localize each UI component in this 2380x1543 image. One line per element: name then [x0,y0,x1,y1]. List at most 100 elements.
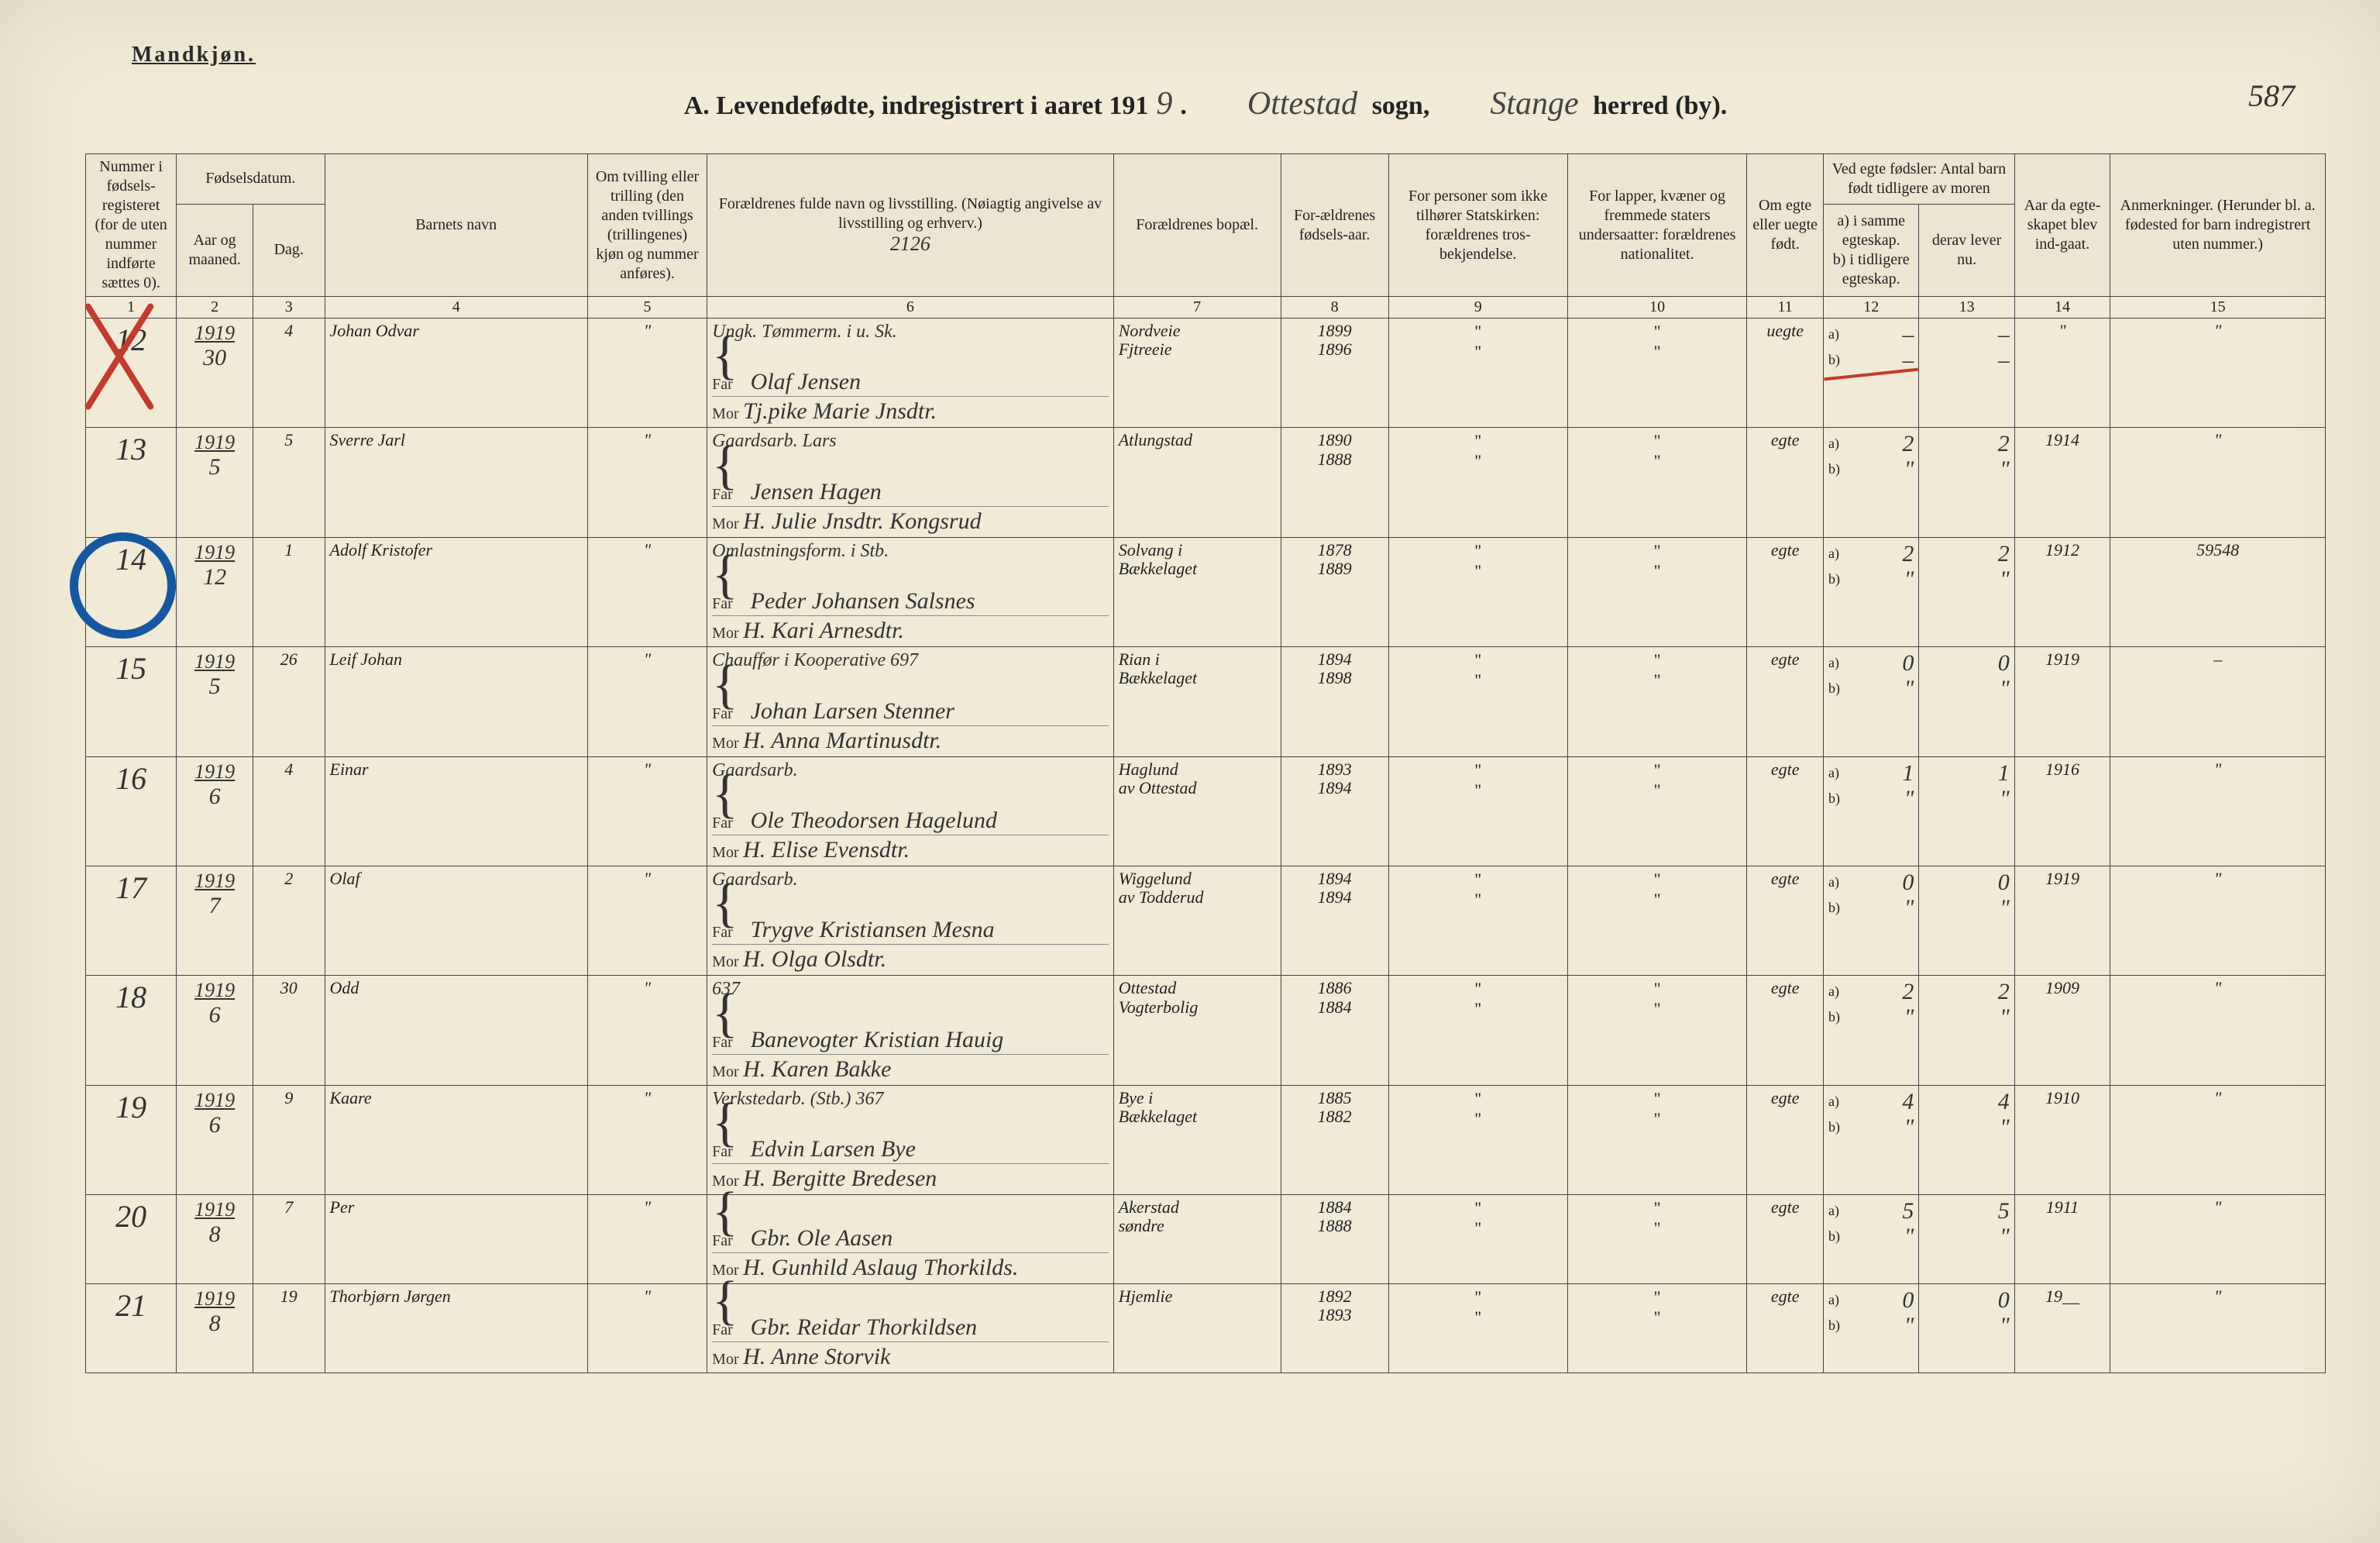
title-year: 9 [1148,86,1180,122]
col-header-10: For lapper, kvæner og fremmede staters u… [1567,154,1746,297]
cell-year-month: 1919 6 [177,1085,253,1194]
cell-parents: Chauffør i Kooperative 697 { Far Johan L… [707,647,1114,756]
cell-name: Per [325,1195,587,1284]
cell-egte: egte [1747,428,1824,537]
colnum: 14 [2014,297,2110,319]
cell-parents: { Far Gbr. Ole Aasen Mor H. Gunhild Asla… [707,1195,1114,1284]
cell-egte: egte [1747,976,1824,1085]
cell-num: 16 [86,756,177,866]
cell-year-month: 1919 12 [177,537,253,646]
cell-living: 2 " [1919,537,2014,646]
cell-egte: egte [1747,1284,1824,1373]
cell-day: 2 [253,866,325,975]
col-header-15: Anmerkninger. (Herunder bl. a. fødested … [2110,154,2326,297]
cell-parents: Ungk. Tømmerm. i u. Sk. { Far Olaf Jense… [707,319,1114,428]
cell-remarks: " [2110,976,2326,1085]
cell-marriage-year: 1919 [2014,647,2110,756]
col-header-4: Barnets navn [325,154,587,297]
title-prefix: A. Levendefødte, indregistrert i aaret 1… [684,91,1149,120]
cell-egte: egte [1747,1195,1824,1284]
cell-bopel: Haglundav Ottestad [1113,756,1281,866]
cell-nationality: "" [1567,319,1746,428]
cell-nationality: "" [1567,866,1746,975]
cell-birthyear: 18991896 [1281,319,1388,428]
cell-parents: 637 { Far Banevogter Kristian Hauig Mor … [707,976,1114,1085]
table-row: 19 1919 6 9 Kaare " Verkstedarb. (Stb.) … [86,1085,2326,1194]
colnum: 12 [1824,297,1919,319]
sogn-value: Ottestad [1240,86,1365,122]
herred-value: Stange [1482,86,1586,122]
colnum: 3 [253,297,325,319]
colnum: 2 [177,297,253,319]
cell-parents: Gaardsarb. { Far Ole Theodorsen Hagelund… [707,756,1114,866]
cell-name: Adolf Kristofer [325,537,587,646]
cell-parents: { Far Gbr. Reidar Thorkildsen Mor H. Ann… [707,1284,1114,1373]
cell-remarks: " [2110,866,2326,975]
register-table: Nummer i fødsels-registeret (for de uten… [85,153,2326,1373]
cell-twin: " [587,537,707,646]
cell-marriage-year: 19__ [2014,1284,2110,1373]
cell-religion: "" [1388,976,1567,1085]
cell-remarks: " [2110,319,2326,428]
cell-year-month: 1919 6 [177,756,253,866]
cell-remarks: " [2110,428,2326,537]
cell-bopel: Bye iBækkelaget [1113,1085,1281,1194]
cell-living: 2 " [1919,428,2014,537]
col-header-5: Om tvilling eller trilling (den anden tv… [587,154,707,297]
cell-name: Leif Johan [325,647,587,756]
cell-religion: "" [1388,756,1567,866]
cell-religion: "" [1388,537,1567,646]
cell-day: 1 [253,537,325,646]
page-number: 587 [2248,77,2295,114]
cell-bopel: Atlungstad [1113,428,1281,537]
cell-living: 0 " [1919,647,2014,756]
cell-parents: Omlastningsform. i Stb. { Far Peder Joha… [707,537,1114,646]
colnum: 9 [1388,297,1567,319]
cell-twin: " [587,647,707,756]
cell-living: 0 " [1919,1284,2014,1373]
cell-twin: " [587,428,707,537]
cell-marriage-year: " [2014,319,2110,428]
cell-twin: " [587,1195,707,1284]
gender-heading: Mandkjøn. [132,43,256,67]
col-header-11: Om egte eller uegte født. [1747,154,1824,297]
cell-religion: "" [1388,428,1567,537]
cell-living: 0 " [1919,866,2014,975]
cell-num: 20 [86,1195,177,1284]
cell-day: 7 [253,1195,325,1284]
cell-egte: egte [1747,1085,1824,1194]
cell-twin: " [587,866,707,975]
cell-birthyear: 18941898 [1281,647,1388,756]
cell-year-month: 1919 5 [177,428,253,537]
cell-prev-children: a)2 b)" [1824,976,1919,1085]
title-line: A. Levendefødte, indregistrert i aaret 1… [85,85,2326,122]
cell-name: Odd [325,976,587,1085]
cell-nationality: "" [1567,1284,1746,1373]
cell-num: 14 [86,537,177,646]
cell-nationality: "" [1567,428,1746,537]
cell-name: Sverre Jarl [325,428,587,537]
cell-religion: "" [1388,1195,1567,1284]
cell-day: 30 [253,976,325,1085]
cell-year-month: 1919 7 [177,866,253,975]
cell-prev-children: a)4 b)" [1824,1085,1919,1194]
cell-nationality: "" [1567,647,1746,756]
table-row: 21 1919 8 19 Thorbjørn Jørgen " { Far Gb… [86,1284,2326,1373]
cell-prev-children: a)0 b)" [1824,1284,1919,1373]
cell-living: 2 " [1919,976,2014,1085]
colnum: 4 [325,297,587,319]
cell-parents: Gaardsarb. { Far Trygve Kristiansen Mesn… [707,866,1114,975]
cell-marriage-year: 1910 [2014,1085,2110,1194]
col-header-3: Dag. [253,204,325,296]
cell-prev-children: a)0 b)" [1824,647,1919,756]
cell-religion: "" [1388,647,1567,756]
cell-name: Johan Odvar [325,319,587,428]
cell-day: 26 [253,647,325,756]
cell-year-month: 1919 8 [177,1284,253,1373]
col-header-2group: Fødselsdatum. [177,154,325,205]
cell-religion: "" [1388,319,1567,428]
table-header: Nummer i fødsels-registeret (for de uten… [86,154,2326,319]
colnum: 11 [1747,297,1824,319]
cell-living: 4 " [1919,1085,2014,1194]
colnum: 5 [587,297,707,319]
